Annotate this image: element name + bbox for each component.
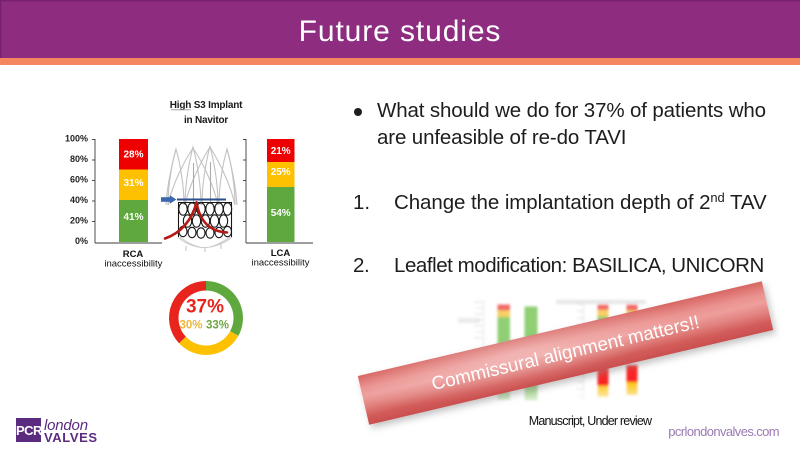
svg-text:LCA: LCA bbox=[271, 248, 291, 259]
svg-text:33%: 33% bbox=[206, 320, 229, 332]
svg-text:High S3 Implant: High S3 Implant bbox=[170, 100, 243, 111]
svg-text:in Navitor: in Navitor bbox=[184, 115, 228, 126]
svg-text:100%: 100% bbox=[65, 134, 88, 144]
svg-text:21%: 21% bbox=[271, 146, 291, 157]
svg-text:54%: 54% bbox=[271, 208, 291, 219]
svg-text:inaccessibility: inaccessibility bbox=[104, 259, 162, 270]
svg-text:80%: 80% bbox=[70, 154, 88, 164]
svg-text:41%: 41% bbox=[123, 212, 143, 223]
svg-text:0%: 0% bbox=[75, 236, 88, 246]
svg-text:28%: 28% bbox=[123, 150, 143, 161]
svg-text:37%: 37% bbox=[186, 297, 224, 318]
svg-text:40%: 40% bbox=[70, 195, 88, 205]
svg-text:RCA: RCA bbox=[123, 249, 144, 260]
svg-text:20%: 20% bbox=[70, 216, 88, 226]
svg-text:inaccessibility: inaccessibility bbox=[251, 258, 309, 269]
svg-text:30%: 30% bbox=[179, 320, 202, 332]
svg-text:60%: 60% bbox=[70, 175, 88, 185]
svg-text:31%: 31% bbox=[123, 178, 143, 189]
svg-text:25%: 25% bbox=[271, 167, 291, 178]
